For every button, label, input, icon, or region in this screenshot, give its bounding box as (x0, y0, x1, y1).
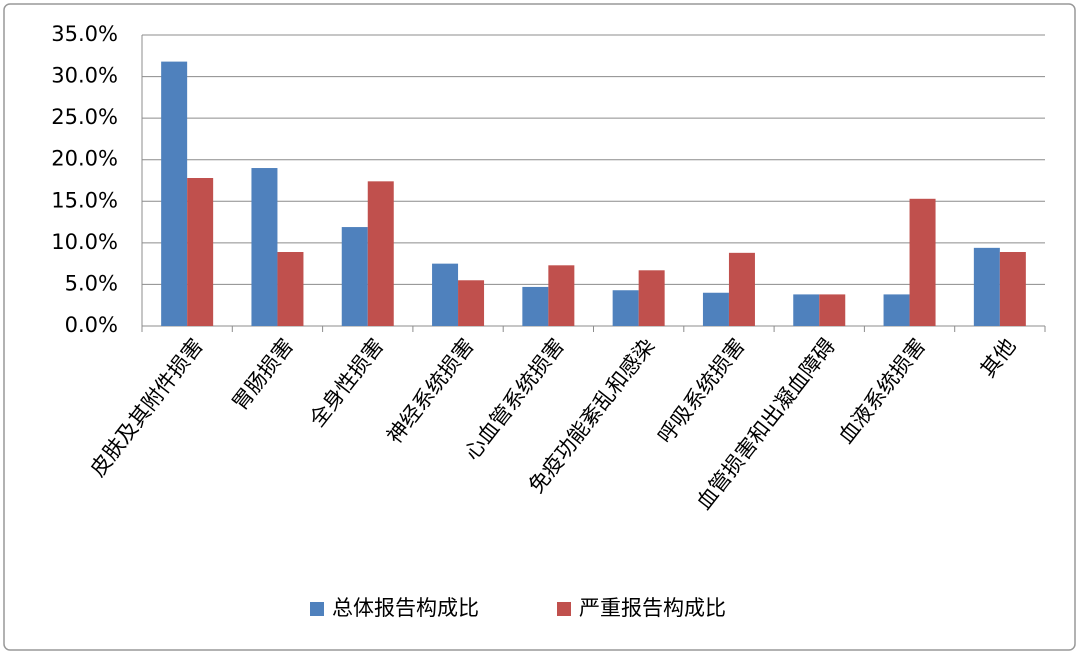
bar (793, 294, 820, 326)
bar (973, 247, 1000, 326)
bar (161, 61, 188, 326)
legend-label: 严重报告构成比 (579, 596, 726, 620)
y-tick-label: 0.0% (65, 313, 118, 337)
legend-swatch (310, 602, 324, 616)
bar (612, 290, 639, 326)
bar (638, 270, 665, 326)
bar (367, 181, 394, 326)
bar (883, 294, 910, 326)
y-tick-label: 5.0% (65, 271, 118, 295)
bar (999, 252, 1026, 326)
y-tick-label: 35.0% (51, 22, 118, 46)
bar (728, 252, 755, 326)
bar (522, 286, 549, 326)
chart-border (3, 3, 1076, 651)
bar (341, 227, 368, 326)
bar (702, 292, 729, 326)
bar (251, 168, 278, 326)
bar (187, 178, 214, 326)
y-tick-label: 25.0% (51, 105, 118, 129)
bar (432, 263, 459, 326)
y-tick-label: 15.0% (51, 188, 118, 212)
bar (819, 294, 846, 326)
bar (909, 198, 936, 326)
bar (277, 252, 304, 326)
y-tick-label: 20.0% (51, 147, 118, 171)
bar (548, 265, 575, 326)
y-tick-label: 30.0% (51, 64, 118, 88)
legend-swatch (557, 602, 571, 616)
bar (458, 280, 485, 326)
y-tick-label: 10.0% (51, 230, 118, 254)
legend-label: 总体报告构成比 (332, 596, 479, 620)
